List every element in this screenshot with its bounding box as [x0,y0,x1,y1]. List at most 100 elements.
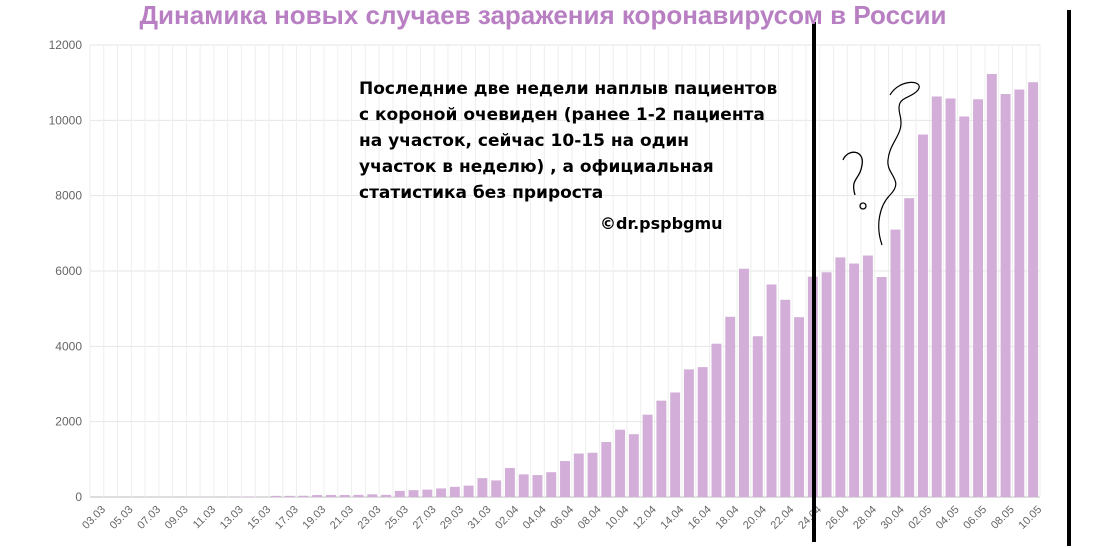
bar-13.04 [656,400,667,497]
x-tick-label: 13.03 [218,504,246,532]
bar-16.04 [697,367,708,497]
x-tick-label: 09.03 [163,504,191,532]
bar-21.03 [339,495,350,497]
bar-12.04 [642,414,653,497]
bar-05.04 [546,472,557,497]
x-tick-label: 17.03 [273,504,301,532]
bar-04.04 [532,475,543,497]
x-tick-label: 27.03 [411,504,439,532]
bar-06.04 [560,461,570,497]
bar-08.05 [1000,94,1011,497]
x-tick-label: 19.03 [300,504,328,532]
bar-30.04 [890,229,901,497]
y-tick-label: 10000 [49,113,83,127]
bar-28.04 [862,255,873,497]
y-tick-label: 8000 [55,189,82,203]
x-tick-label: 06.04 [548,504,576,532]
x-tick-label: 11.03 [191,504,218,531]
bar-08.04 [587,452,598,497]
bar-06.05 [973,99,983,498]
x-tick-label: 28.04 [851,504,879,532]
x-tick-label: 24.04 [796,504,824,532]
x-tick-label: 31.03 [466,504,494,532]
bar-24.03 [381,494,391,497]
bar-04.05 [945,98,956,497]
x-tick-label: 04.05 [934,504,962,532]
y-tick-label: 6000 [55,264,82,278]
bar-07.05 [986,73,997,497]
signature-text: ©dr.pspbgmu [600,214,723,233]
question-mark [842,151,863,196]
bar-25.04 [821,272,832,497]
bar-28.03 [436,488,447,497]
chart-title: Динамика новых случаев заражения коронав… [139,0,947,30]
bar-17.04 [711,343,722,497]
x-tick-label: 14.04 [658,504,686,532]
y-tick-label: 12000 [49,38,83,52]
y-tick-label: 0 [75,490,82,504]
y-tick-label: 2000 [55,415,82,429]
x-tick-label: 30.04 [879,504,907,532]
x-tick-label: 08.04 [576,504,604,532]
bar-26.04 [835,257,846,497]
x-tick-label: 16.04 [686,504,714,532]
x-tick-label: 07.03 [135,504,163,532]
bar-15.04 [683,369,694,497]
bar-01.05 [904,198,915,497]
bar-29.04 [876,276,887,497]
bar-25.03 [394,490,405,497]
x-tick-label: 12.04 [631,504,659,532]
x-tick-label: 23.03 [356,504,384,532]
annotation-text: Последние две недели наплыв пациентов с … [359,79,778,203]
bar-14.04 [670,392,681,497]
y-axis-ticks: 0 2000 4000 6000 8000 10000 12000 [49,38,83,504]
x-tick-label: 04.04 [521,504,549,532]
bar-18.03 [298,495,309,497]
x-tick-label: 22.04 [769,504,797,532]
bar-30.03 [463,485,474,497]
bar-21.04 [766,284,777,497]
bar-16.03 [270,495,281,497]
bar-31.03 [477,478,488,497]
x-tick-label: 18.04 [713,504,741,532]
y-tick-label: 4000 [55,339,82,353]
bar-01.04 [491,480,502,497]
x-tick-label: 25.03 [383,504,411,532]
gridlines [89,44,1041,498]
x-tick-label: 26.04 [824,504,852,532]
bar-26.03 [408,490,419,497]
bar-23.03 [367,494,378,497]
bar-02.04 [504,467,515,497]
bar-18.04 [725,316,736,497]
bar-11.04 [628,434,639,497]
hand-drawn-marks [812,10,1071,546]
x-tick-label: 10.04 [603,504,631,532]
bar-23.04 [794,317,805,497]
x-tick-label: 29.03 [438,504,466,532]
question-mark-dot [859,202,867,210]
bar-19.04 [739,268,749,497]
bar-03.04 [518,474,529,497]
x-axis-ticks: 03.03 05.03 07.03 09.03 11.03 13.03 15.03 17.03… [80,504,1044,532]
bar-17.03 [284,495,295,497]
bar-29.03 [449,486,460,497]
scribble-mark [878,81,920,246]
x-tick-label: 10.05 [1016,504,1044,532]
bar-20.03 [325,494,336,497]
x-tick-label: 05.03 [108,504,136,532]
bar-10.04 [615,429,626,497]
x-tick-label: 15.03 [245,504,273,532]
bar-22.03 [353,494,364,497]
bar-14.03 [243,496,254,497]
bar-27.04 [849,263,860,497]
bar-27.03 [422,489,433,497]
bar-19.03 [312,495,323,497]
x-tick-label: 21.03 [328,504,356,532]
x-tick-label: 06.05 [961,504,989,532]
bar-02.05 [918,134,928,497]
bar-09.05 [1014,89,1025,498]
bar-20.04 [752,336,763,497]
bar-09.04 [601,442,612,497]
bar-10.05 [1028,82,1039,498]
